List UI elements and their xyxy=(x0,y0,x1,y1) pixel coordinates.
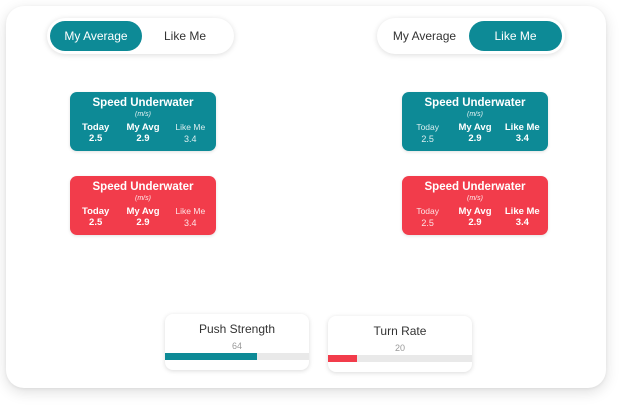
stat-my-avg: My Avg 2.9 xyxy=(120,122,166,145)
stat-value: 3.4 xyxy=(167,133,213,145)
card-unit: (m/s) xyxy=(70,194,216,203)
card-title: Speed Underwater xyxy=(70,181,216,194)
stat-label: My Avg xyxy=(452,122,498,133)
main-panel: My Average Like Me My Average Like Me Sp… xyxy=(6,6,606,388)
stat-label: My Avg xyxy=(120,122,166,133)
card-unit: (m/s) xyxy=(402,194,548,203)
stat-value: 2.5 xyxy=(73,217,119,229)
metric-value: 64 xyxy=(165,341,309,352)
stat-value: 3.4 xyxy=(499,217,545,229)
stat-today: Today 2.5 xyxy=(73,206,119,229)
stat-value: 2.5 xyxy=(405,133,451,145)
toggle-option-like-me[interactable]: Like Me xyxy=(142,21,228,51)
stat-my-avg: My Avg 2.9 xyxy=(120,206,166,229)
card-unit: (m/s) xyxy=(70,110,216,119)
card-title: Speed Underwater xyxy=(402,181,548,194)
stat-like-me: Like Me 3.4 xyxy=(499,122,545,145)
card-title: Speed Underwater xyxy=(70,97,216,110)
average-toggle-left: My Average Like Me xyxy=(47,18,234,54)
stat-label: Like Me xyxy=(167,206,213,217)
stat-label: Today xyxy=(405,122,451,133)
stat-label: Like Me xyxy=(499,122,545,133)
toggle-option-like-me[interactable]: Like Me xyxy=(469,21,562,51)
card-title: Speed Underwater xyxy=(402,97,548,110)
stat-today: Today 2.5 xyxy=(405,206,451,229)
metric-turn-rate[interactable]: Turn Rate 20 xyxy=(328,316,472,372)
progress-fill xyxy=(328,355,357,362)
stat-my-avg: My Avg 2.9 xyxy=(452,122,498,145)
toggle-option-my-average[interactable]: My Average xyxy=(50,21,142,51)
stat-value: 2.9 xyxy=(120,217,166,229)
stat-label: My Avg xyxy=(120,206,166,217)
stat-my-avg: My Avg 2.9 xyxy=(452,206,498,229)
stat-like-me: Like Me 3.4 xyxy=(499,206,545,229)
stat-value: 3.4 xyxy=(167,217,213,229)
progress-track xyxy=(328,355,472,362)
stat-value: 2.9 xyxy=(452,133,498,145)
metric-value: 20 xyxy=(328,343,472,354)
stat-label: Like Me xyxy=(499,206,545,217)
metric-push-strength[interactable]: Push Strength 64 xyxy=(165,314,309,370)
speed-card-teal-right[interactable]: Speed Underwater (m/s) Today 2.5 My Avg … xyxy=(402,92,548,151)
progress-fill xyxy=(165,353,257,360)
stat-label: My Avg xyxy=(452,206,498,217)
speed-card-red-right[interactable]: Speed Underwater (m/s) Today 2.5 My Avg … xyxy=(402,176,548,235)
stat-label: Like Me xyxy=(167,122,213,133)
toggle-option-my-average[interactable]: My Average xyxy=(380,21,469,51)
stat-today: Today 2.5 xyxy=(405,122,451,145)
stat-today: Today 2.5 xyxy=(73,122,119,145)
stat-like-me: Like Me 3.4 xyxy=(167,206,213,229)
stat-value: 2.5 xyxy=(405,217,451,229)
progress-track xyxy=(165,353,309,360)
speed-card-teal-left[interactable]: Speed Underwater (m/s) Today 2.5 My Avg … xyxy=(70,92,216,151)
metric-title: Push Strength xyxy=(165,322,309,336)
stat-value: 3.4 xyxy=(499,133,545,145)
stat-label: Today xyxy=(73,206,119,217)
stat-label: Today xyxy=(405,206,451,217)
stat-label: Today xyxy=(73,122,119,133)
speed-card-red-left[interactable]: Speed Underwater (m/s) Today 2.5 My Avg … xyxy=(70,176,216,235)
stat-like-me: Like Me 3.4 xyxy=(167,122,213,145)
stat-value: 2.9 xyxy=(452,217,498,229)
metric-title: Turn Rate xyxy=(328,324,472,338)
average-toggle-right: My Average Like Me xyxy=(377,18,565,54)
stat-value: 2.9 xyxy=(120,133,166,145)
card-unit: (m/s) xyxy=(402,110,548,119)
stat-value: 2.5 xyxy=(73,133,119,145)
